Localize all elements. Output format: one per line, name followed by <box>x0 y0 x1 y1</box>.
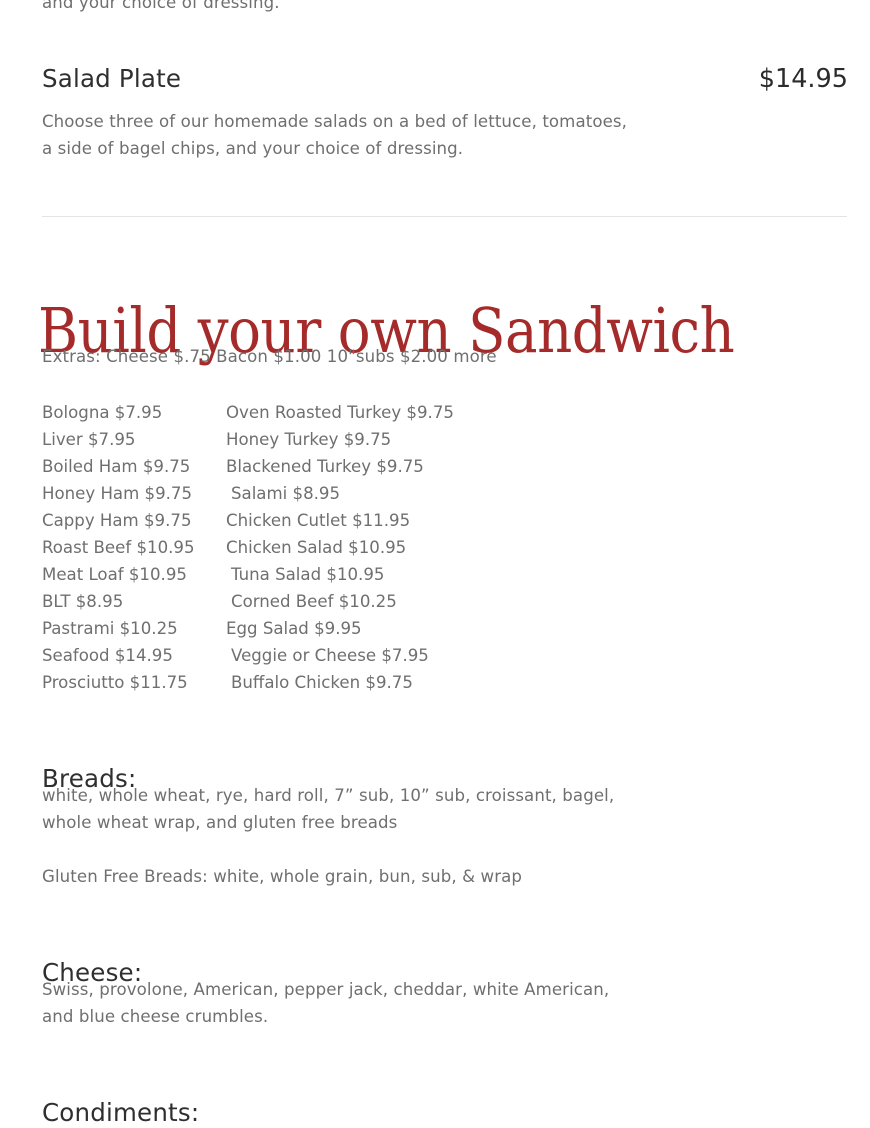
section-divider <box>42 216 847 217</box>
section-heading-breads: Breads: <box>42 764 137 794</box>
sandwich-row: Pastrami $10.25 Egg Salad $9.95 <box>42 615 848 642</box>
menu-item-description: Choose three of our homemade salads on a… <box>42 108 682 162</box>
sandwich-option-right: Veggie or Cheese $7.95 <box>231 646 429 665</box>
previous-item-description-line: and your choice of dressing. <box>42 0 280 12</box>
sandwich-row: Prosciutto $11.75 Buffalo Chicken $9.75 <box>42 669 848 696</box>
section-heading-cheese: Cheese: <box>42 958 143 988</box>
breads-list: white, whole wheat, rye, hard roll, 7” s… <box>42 782 682 836</box>
previous-item-description-partial: and your choice of dressing. <box>42 0 848 17</box>
breads-list-line-1: white, whole wheat, rye, hard roll, 7” s… <box>42 786 615 805</box>
sandwich-row: Boiled Ham $9.75 Blackened Turkey $9.75 <box>42 453 848 480</box>
sandwich-option-right: Honey Turkey $9.75 <box>226 430 392 449</box>
sandwich-row: BLT $8.95 Corned Beef $10.25 <box>42 588 848 615</box>
sandwich-row: Meat Loaf $10.95 Tuna Salad $10.95 <box>42 561 848 588</box>
sandwich-option-left: BLT $8.95 <box>42 592 124 611</box>
sandwich-option-right: Blackened Turkey $9.75 <box>226 457 424 476</box>
breads-list-line-2: whole wheat wrap, and gluten free breads <box>42 813 398 832</box>
sandwich-option-left: Bologna $7.95 <box>42 403 163 422</box>
extras-pricing-note: Extras: Cheese $.75 Bacon $1.00 10"subs … <box>42 347 497 366</box>
sandwich-row: Honey Ham $9.75 Salami $8.95 <box>42 480 848 507</box>
section-heading-condiments: Condiments: <box>42 1098 200 1128</box>
sandwich-option-left: Roast Beef $10.95 <box>42 538 195 557</box>
menu-item-description-line-2: a side of bagel chips, and your choice o… <box>42 139 464 158</box>
sandwich-row: Liver $7.95 Honey Turkey $9.75 <box>42 426 848 453</box>
sandwich-option-left: Pastrami $10.25 <box>42 619 178 638</box>
menu-item-header: Salad Plate $14.95 <box>42 62 848 96</box>
sandwich-option-right: Corned Beef $10.25 <box>231 592 397 611</box>
gluten-free-breads-list: Gluten Free Breads: white, whole grain, … <box>42 867 523 886</box>
sandwich-price-list: Bologna $7.95 Oven Roasted Turkey $9.75 Li… <box>42 399 848 696</box>
menu-item-salad-plate: Salad Plate $14.95 Choose three of our h… <box>42 62 848 158</box>
sandwich-option-left: Meat Loaf $10.95 <box>42 565 187 584</box>
menu-item-description-line-1: Choose three of our homemade salads on a… <box>42 112 627 131</box>
menu-item-price: $14.95 <box>758 64 848 94</box>
sandwich-row: Bologna $7.95 Oven Roasted Turkey $9.75 <box>42 399 848 426</box>
cheese-list: Swiss, provolone, American, pepper jack,… <box>42 976 682 1030</box>
cheese-list-line-2: and blue cheese crumbles. <box>42 1007 269 1026</box>
sandwich-option-left: Honey Ham $9.75 <box>42 484 193 503</box>
sandwich-option-right: Tuna Salad $10.95 <box>231 565 385 584</box>
sandwich-row: Roast Beef $10.95 Chicken Salad $10.95 <box>42 534 848 561</box>
sandwich-row: Cappy Ham $9.75 Chicken Cutlet $11.95 <box>42 507 848 534</box>
sandwich-option-left: Prosciutto $11.75 <box>42 673 188 692</box>
section-title-build-your-own-sandwich: Build your own Sandwich <box>38 293 735 367</box>
sandwich-option-right: Chicken Salad $10.95 <box>226 538 407 557</box>
sandwich-option-right: Oven Roasted Turkey $9.75 <box>226 403 454 422</box>
menu-item-name: Salad Plate <box>42 64 182 93</box>
sandwich-option-left: Liver $7.95 <box>42 430 136 449</box>
sandwich-option-left: Seafood $14.95 <box>42 646 173 665</box>
sandwich-option-right: Egg Salad $9.95 <box>226 619 362 638</box>
sandwich-option-left: Cappy Ham $9.75 <box>42 511 192 530</box>
cheese-list-line-1: Swiss, provolone, American, pepper jack,… <box>42 980 610 999</box>
sandwich-option-right: Salami $8.95 <box>231 484 341 503</box>
sandwich-option-left: Boiled Ham $9.75 <box>42 457 191 476</box>
sandwich-option-right: Buffalo Chicken $9.75 <box>231 673 413 692</box>
sandwich-row: Seafood $14.95 Veggie or Cheese $7.95 <box>42 642 848 669</box>
sandwich-option-right: Chicken Cutlet $11.95 <box>226 511 411 530</box>
